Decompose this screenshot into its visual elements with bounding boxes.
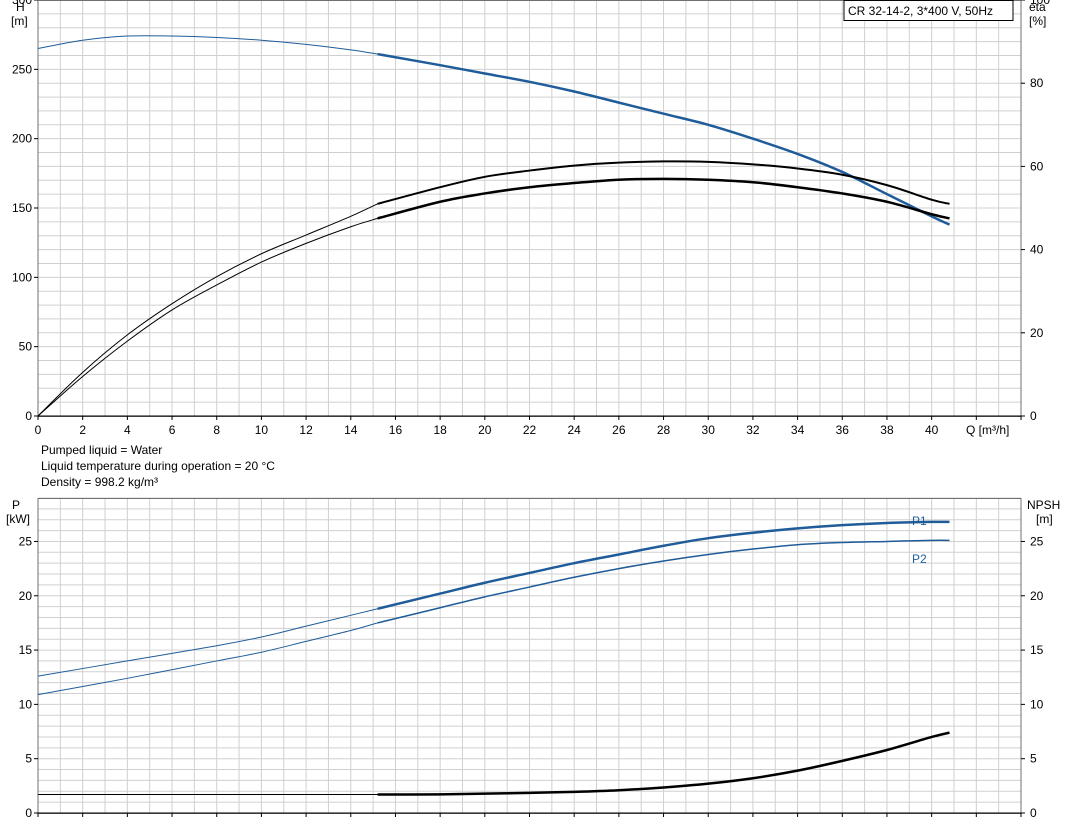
top-x-tick-label: 30 bbox=[702, 423, 716, 437]
top-x-tick-label: 38 bbox=[880, 423, 894, 437]
top-x-tick-label: 10 bbox=[255, 423, 269, 437]
top-left-tick-label: 150 bbox=[12, 201, 32, 215]
top-x-tick-label: 6 bbox=[169, 423, 176, 437]
bottom-grid: 0 5 10 15 20 25 0 5 10 15 20 25 bbox=[19, 498, 1044, 820]
top-x-tick-label: 20 bbox=[478, 423, 492, 437]
npsh-axis-name: NPSH bbox=[1027, 498, 1060, 512]
top-right-tick-label: 40 bbox=[1030, 243, 1044, 257]
top-x-tick-label: 0 bbox=[35, 423, 42, 437]
info-pumped-liquid: Pumped liquid = Water bbox=[41, 442, 162, 458]
p-axis-name: P bbox=[12, 498, 20, 512]
top-x-tick-label: 40 bbox=[925, 423, 939, 437]
top-series bbox=[38, 36, 950, 416]
top-x-tick-label: 24 bbox=[568, 423, 582, 437]
top-right-tick-label: 0 bbox=[1030, 409, 1037, 423]
info-density: Density = 998.2 kg/m³ bbox=[41, 474, 158, 490]
bottom-left-tick-label: 0 bbox=[25, 806, 32, 820]
bottom-right-tick-label: 0 bbox=[1030, 806, 1037, 820]
top-x-tick-label: 22 bbox=[523, 423, 537, 437]
top-left-tick-label: 0 bbox=[25, 409, 32, 423]
top-x-tick-label: 34 bbox=[791, 423, 805, 437]
top-x-tick-label: 32 bbox=[746, 423, 760, 437]
bottom-left-tick-label: 5 bbox=[25, 752, 32, 766]
top-x-tick-label: 12 bbox=[299, 423, 313, 437]
top-x-tick-label: 26 bbox=[612, 423, 626, 437]
bottom-left-tick-label: 10 bbox=[19, 697, 33, 711]
eta-curve-2-extension bbox=[38, 218, 378, 416]
top-x-tick-label: 28 bbox=[657, 423, 671, 437]
bottom-left-tick-label: 25 bbox=[19, 534, 33, 548]
bottom-left-tick-label: 20 bbox=[19, 589, 33, 603]
top-right-tick-label: 20 bbox=[1030, 326, 1044, 340]
top-right-tick-label: 80 bbox=[1030, 76, 1044, 90]
bottom-right-tick-label: 20 bbox=[1030, 589, 1044, 603]
top-x-tick-label: 36 bbox=[836, 423, 850, 437]
top-x-tick-label: 16 bbox=[389, 423, 403, 437]
h-axis-name: H bbox=[16, 0, 25, 14]
series-label-p2: P2 bbox=[912, 552, 927, 566]
top-x-tick-label: 4 bbox=[124, 423, 131, 437]
eta-axis-name: eta bbox=[1029, 0, 1046, 14]
bottom-right-tick-label: 15 bbox=[1030, 643, 1044, 657]
top-left-tick-label: 100 bbox=[12, 270, 32, 284]
chart-title: CR 32-14-2, 3*400 V, 50Hz bbox=[848, 4, 993, 18]
bottom-left-tick-label: 15 bbox=[19, 643, 33, 657]
series-label-p1: P1 bbox=[912, 514, 927, 528]
p-axis-unit: [kW] bbox=[6, 512, 30, 526]
eta-axis-unit: [%] bbox=[1029, 14, 1046, 28]
top-x-tick-label: 8 bbox=[213, 423, 220, 437]
p1-curve-extension bbox=[38, 609, 378, 676]
h-axis-unit: [m] bbox=[11, 14, 28, 28]
bottom-right-tick-label: 25 bbox=[1030, 534, 1044, 548]
q-axis-label: Q [m³/h] bbox=[966, 423, 1009, 437]
top-x-tick-label: 2 bbox=[79, 423, 86, 437]
top-left-tick-label: 50 bbox=[19, 340, 33, 354]
top-left-tick-label: 200 bbox=[12, 132, 32, 146]
info-liquid-temperature: Liquid temperature during operation = 20… bbox=[41, 458, 275, 474]
p2-curve-extension bbox=[38, 623, 378, 695]
top-x-tick-label: 14 bbox=[344, 423, 358, 437]
bottom-right-tick-label: 5 bbox=[1030, 752, 1037, 766]
top-left-tick-label: 250 bbox=[12, 62, 32, 76]
head-curve-extension bbox=[38, 36, 378, 54]
top-x-tick-label: 18 bbox=[433, 423, 447, 437]
top-right-tick-label: 60 bbox=[1030, 159, 1044, 173]
npsh-axis-unit: [m] bbox=[1036, 512, 1053, 526]
bottom-right-tick-label: 10 bbox=[1030, 697, 1044, 711]
